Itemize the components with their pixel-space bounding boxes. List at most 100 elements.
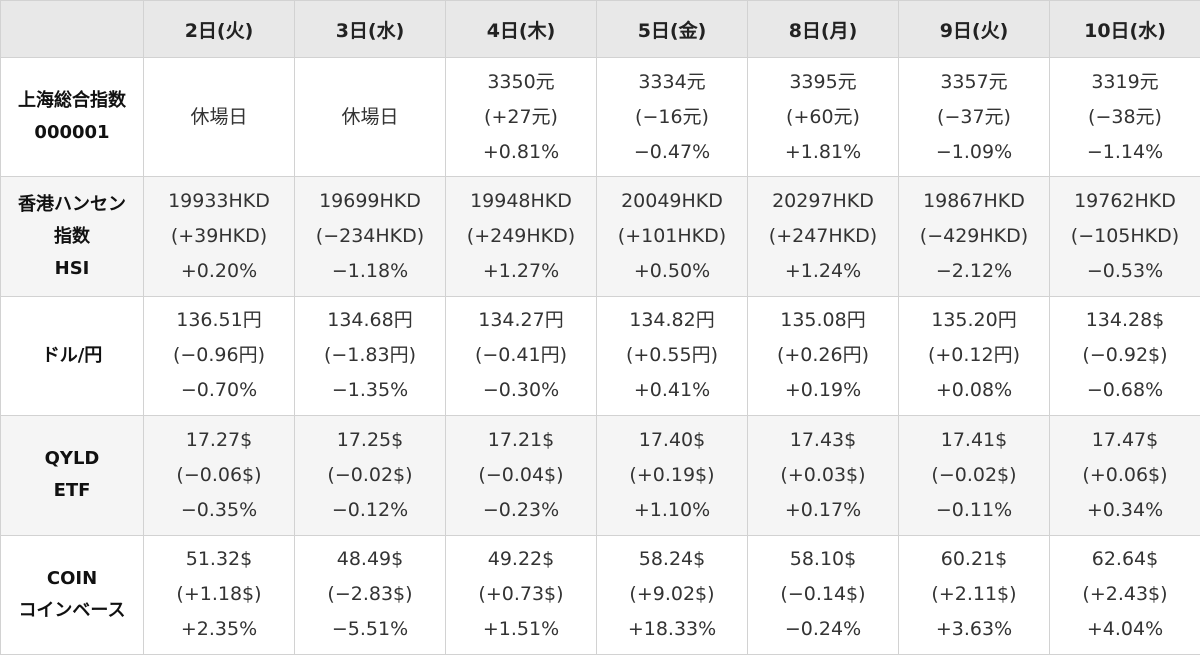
- price-value: 3395元: [789, 70, 857, 93]
- change-value: (−0.41円): [474, 344, 568, 367]
- price-value: 135.20円: [931, 309, 1017, 332]
- row-label: ドル/円: [0, 295, 144, 417]
- change-value: (+0.12円): [927, 344, 1021, 367]
- row-label-line: 上海総合指数: [18, 90, 126, 112]
- price-value: 134.27円: [478, 309, 564, 332]
- price-value: 3319元: [1091, 70, 1159, 93]
- value-cell: 58.24$ (+9.02$) +18.33%: [596, 534, 748, 655]
- price-value: 134.68円: [327, 309, 413, 332]
- value-cell: 3357元 (−37元) −1.09%: [898, 56, 1050, 178]
- percent-change: −0.24%: [784, 618, 862, 641]
- value-cell: 19762HKD (−105HKD) −0.53%: [1049, 176, 1200, 297]
- corner-cell: [0, 0, 144, 58]
- value-cell: 134.27円 (−0.41円) −0.30%: [445, 295, 597, 417]
- row-label-line: 香港ハンセン: [18, 193, 126, 215]
- change-value: (−429HKD): [919, 225, 1029, 248]
- percent-change: +0.34%: [1086, 498, 1164, 521]
- percent-change: +0.50%: [633, 260, 711, 283]
- row-label-line: HSI: [54, 257, 90, 279]
- price-value: 17.21$: [487, 428, 555, 451]
- percent-change: +4.04%: [1086, 618, 1164, 641]
- value-cell: 19699HKD (−234HKD) −1.18%: [294, 176, 446, 297]
- value-cell: 135.20円 (+0.12円) +0.08%: [898, 295, 1050, 417]
- value-cell: 17.47$ (+0.06$) +0.34%: [1049, 415, 1200, 536]
- value-cell: 134.28$ (−0.92$) −0.68%: [1049, 295, 1200, 417]
- change-value: (−0.02$): [327, 463, 413, 486]
- change-value: (+39HKD): [170, 225, 268, 248]
- row-label-line: QYLD: [44, 448, 100, 470]
- value-cell: 17.25$ (−0.02$) −0.12%: [294, 415, 446, 536]
- change-value: (+0.73$): [478, 583, 564, 606]
- value-cell: 20049HKD (+101HKD) +0.50%: [596, 176, 748, 297]
- change-value: (+9.02$): [629, 583, 715, 606]
- change-value: (−0.06$): [176, 463, 262, 486]
- percent-change: −1.35%: [331, 379, 409, 402]
- percent-change: −0.30%: [482, 379, 560, 402]
- change-value: (−0.02$): [931, 463, 1017, 486]
- price-value: 135.08円: [780, 309, 866, 332]
- percent-change: −0.12%: [331, 498, 409, 521]
- percent-change: +0.81%: [482, 140, 560, 163]
- percent-change: −0.68%: [1086, 379, 1164, 402]
- percent-change: +1.81%: [784, 140, 862, 163]
- price-value: 58.24$: [638, 548, 706, 571]
- change-value: (−38元): [1088, 105, 1162, 128]
- price-value: 17.41$: [940, 428, 1008, 451]
- row-label-line: COIN: [46, 567, 98, 589]
- change-value: (+60元): [786, 105, 860, 128]
- percent-change: −2.12%: [935, 260, 1013, 283]
- row-label: 上海総合指数 000001: [0, 56, 144, 178]
- price-value: 134.82円: [629, 309, 715, 332]
- price-value: 134.28$: [1085, 309, 1165, 332]
- change-value: (+0.03$): [780, 463, 866, 486]
- price-value: 20049HKD: [621, 190, 723, 213]
- price-value: 60.21$: [940, 548, 1008, 571]
- price-value: 136.51円: [176, 309, 262, 332]
- change-value: (−0.96円): [172, 344, 266, 367]
- value-cell: 20297HKD (+247HKD) +1.24%: [747, 176, 899, 297]
- price-value: 49.22$: [487, 548, 555, 571]
- price-value: 58.10$: [789, 548, 857, 571]
- price-value: 19933HKD: [168, 190, 270, 213]
- column-header: 2日(火): [143, 0, 295, 58]
- closed-label: 休場日: [190, 105, 248, 128]
- row-label-line: 000001: [34, 122, 110, 144]
- percent-change: +0.41%: [633, 379, 711, 402]
- change-value: (+2.43$): [1082, 583, 1168, 606]
- percent-change: +1.27%: [482, 260, 560, 283]
- change-value: (−234HKD): [315, 225, 425, 248]
- price-value: 20297HKD: [772, 190, 874, 213]
- percent-change: −0.47%: [633, 140, 711, 163]
- table-row: QYLD ETF 17.27$ (−0.06$) −0.35% 17.25$ (−0.02$…: [0, 415, 1200, 536]
- percent-change: +3.63%: [935, 618, 1013, 641]
- value-cell: 17.43$ (+0.03$) +0.17%: [747, 415, 899, 536]
- value-cell: 49.22$ (+0.73$) +1.51%: [445, 534, 597, 655]
- percent-change: +0.19%: [784, 379, 862, 402]
- value-cell: 17.40$ (+0.19$) +1.10%: [596, 415, 748, 536]
- change-value: (+0.55円): [625, 344, 719, 367]
- change-value: (−2.83$): [327, 583, 413, 606]
- value-cell: 17.27$ (−0.06$) −0.35%: [143, 415, 295, 536]
- percent-change: −0.70%: [180, 379, 258, 402]
- percent-change: +1.24%: [784, 260, 862, 283]
- change-value: (−0.14$): [780, 583, 866, 606]
- price-value: 17.25$: [336, 428, 404, 451]
- table-row: 香港ハンセン 指数 HSI 19933HKD (+39HKD) +0.20% 19699HK…: [0, 176, 1200, 297]
- price-value: 3357元: [940, 70, 1008, 93]
- percent-change: +0.17%: [784, 498, 862, 521]
- price-value: 3334元: [638, 70, 706, 93]
- change-value: (+247HKD): [768, 225, 878, 248]
- price-value: 17.27$: [185, 428, 253, 451]
- value-cell: 19867HKD (−429HKD) −2.12%: [898, 176, 1050, 297]
- column-header: 8日(月): [747, 0, 899, 58]
- row-label: 香港ハンセン 指数 HSI: [0, 176, 144, 297]
- table-row: 上海総合指数 000001 休場日 休場日 3350元 (+27元) +0.81% 3334元…: [0, 56, 1200, 178]
- price-value: 62.64$: [1091, 548, 1159, 571]
- price-value: 3350元: [487, 70, 555, 93]
- table-row: ドル/円 136.51円 (−0.96円) −0.70% 134.68円 (−1.83円)…: [0, 295, 1200, 417]
- value-cell: 19933HKD (+39HKD) +0.20%: [143, 176, 295, 297]
- row-label-line: 指数: [54, 225, 90, 247]
- percent-change: +1.10%: [633, 498, 711, 521]
- percent-change: −1.18%: [331, 260, 409, 283]
- price-value: 51.32$: [185, 548, 253, 571]
